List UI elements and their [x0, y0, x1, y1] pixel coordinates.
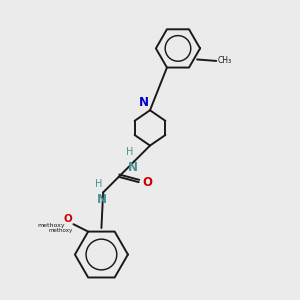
Text: N: N — [139, 96, 148, 110]
Text: methoxy: methoxy — [48, 228, 72, 233]
Text: H: H — [95, 179, 102, 189]
Text: N: N — [128, 160, 138, 174]
Text: H: H — [126, 147, 134, 157]
Text: O: O — [64, 214, 72, 224]
Text: methoxy: methoxy — [38, 223, 65, 228]
Text: O: O — [142, 176, 152, 189]
Text: CH₃: CH₃ — [218, 56, 232, 65]
Text: N: N — [97, 193, 107, 206]
